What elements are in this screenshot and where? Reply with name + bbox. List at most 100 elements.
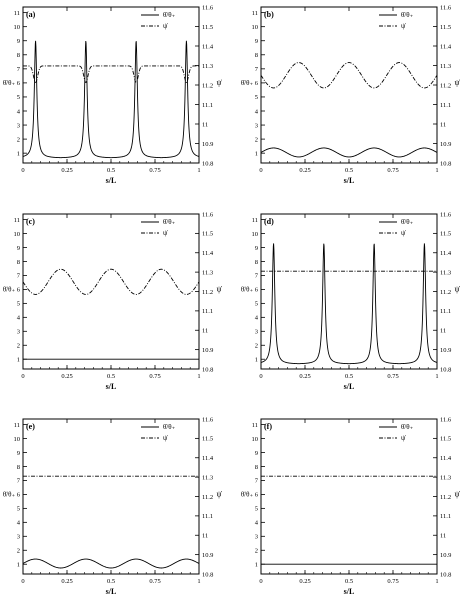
left-tick-label: 5 — [255, 301, 258, 308]
left-tick-label: 2 — [255, 136, 258, 143]
y-left-axis-title: θ̇/θ₊ — [241, 491, 254, 499]
right-tick-label: 11.2 — [202, 82, 213, 89]
left-tick-label: 7 — [17, 273, 21, 280]
x-tick-label: 0 — [259, 373, 262, 380]
left-tick-label: 10 — [14, 436, 21, 443]
left-tick-label: 7 — [17, 478, 21, 485]
left-tick-label: 7 — [255, 273, 259, 280]
left-tick-label: 6 — [17, 287, 21, 294]
series-line-psi — [23, 65, 199, 83]
left-tick-label: 11 — [14, 422, 20, 429]
left-tick-label: 10 — [252, 436, 259, 443]
right-tick-label: 11.2 — [440, 494, 451, 501]
right-tick-label: 11.2 — [440, 289, 451, 296]
left-tick-label: 5 — [17, 94, 20, 101]
right-tick-label: 11.1 — [202, 308, 213, 315]
right-tick-label: 11.5 — [440, 231, 451, 238]
x-tick-label: 1 — [435, 578, 438, 585]
y-right-axis-title: ψ̇ — [216, 78, 222, 87]
right-tick-label: 11 — [202, 328, 208, 335]
legend-solid-label: θ̇/θ₊ — [401, 423, 414, 431]
legend-dashdot-label: ψ̇ — [401, 229, 406, 237]
left-tick-label: 9 — [17, 38, 20, 45]
x-axis-title: s/L — [106, 382, 117, 391]
left-tick-label: 10 — [14, 24, 21, 31]
left-tick-label: 9 — [255, 450, 258, 457]
right-tick-label: 11.6 — [440, 416, 452, 423]
right-tick-label: 11.2 — [440, 82, 451, 89]
left-tick-label: 6 — [17, 492, 21, 499]
right-tick-label: 10.9 — [440, 552, 451, 559]
right-tick-label: 11.1 — [440, 308, 451, 315]
legend-solid-label: θ̇/θ₊ — [163, 218, 176, 226]
right-tick-label: 10.9 — [202, 552, 213, 559]
left-tick-label: 1 — [255, 357, 258, 364]
left-tick-label: 5 — [255, 94, 258, 101]
panel-label: (e) — [26, 422, 35, 431]
left-tick-label: 6 — [255, 287, 259, 294]
left-tick-label: 3 — [17, 122, 20, 129]
panel-label: (a) — [26, 10, 36, 19]
x-tick-label: 0.75 — [387, 373, 398, 380]
left-tick-label: 11 — [14, 10, 20, 17]
x-tick-label: 0.5 — [345, 373, 353, 380]
right-tick-label: 11.3 — [440, 63, 451, 70]
x-tick-label: 1 — [197, 578, 200, 585]
panel-label: (c) — [26, 217, 35, 226]
left-tick-label: 5 — [17, 301, 20, 308]
left-tick-label: 4 — [255, 520, 259, 527]
left-tick-label: 4 — [17, 315, 21, 322]
x-axis-title: s/L — [344, 176, 355, 185]
left-tick-label: 4 — [255, 108, 259, 115]
left-tick-label: 10 — [252, 231, 259, 238]
legend-solid-label: θ̇/θ₊ — [401, 11, 414, 19]
y-left-axis-title: θ̇/θ₊ — [241, 79, 254, 87]
x-tick-label: 0.25 — [61, 167, 72, 174]
right-tick-label: 10.9 — [202, 141, 213, 148]
x-tick-label: 1 — [435, 167, 438, 174]
left-tick-label: 7 — [255, 66, 259, 73]
right-tick-label: 11.1 — [440, 513, 451, 520]
left-tick-label: 3 — [17, 534, 20, 541]
left-tick-label: 1 — [255, 150, 258, 157]
right-tick-label: 10.9 — [202, 347, 213, 354]
left-tick-label: 2 — [255, 343, 258, 350]
x-tick-label: 0.25 — [299, 167, 310, 174]
series-line-psi — [22, 268, 200, 295]
right-tick-label: 11.6 — [440, 4, 452, 11]
left-tick-label: 6 — [255, 80, 259, 87]
legend-dashdot-label: ψ̇ — [401, 22, 406, 30]
x-tick-label: 0 — [21, 578, 24, 585]
x-tick-label: 0 — [21, 373, 24, 380]
left-tick-label: 9 — [17, 245, 20, 252]
left-tick-label: 5 — [17, 506, 20, 513]
x-tick-label: 0.5 — [107, 578, 115, 585]
y-right-axis-title: ψ̇ — [454, 78, 460, 87]
right-tick-label: 11.4 — [440, 455, 452, 462]
right-tick-label: 11.3 — [440, 474, 451, 481]
chart-panel: 0 0.25 0.5 0.75 1123456789101110.810.91111.1… — [3, 416, 223, 596]
x-tick-label: 0.75 — [149, 578, 160, 585]
right-tick-label: 11.2 — [202, 289, 213, 296]
chart-panel: 0 0.25 0.5 0.75 1123456789101110.810.91111.1… — [241, 416, 461, 596]
legend-solid-label: θ̇/θ₊ — [163, 423, 176, 431]
plot-frame — [22, 418, 200, 575]
x-axis-title: s/L — [106, 587, 117, 596]
x-tick-label: 0 — [259, 167, 262, 174]
right-tick-label: 11.5 — [440, 436, 451, 443]
right-tick-label: 11.1 — [202, 513, 213, 520]
x-tick-label: 0.5 — [107, 373, 115, 380]
legend-solid-label: θ̇/θ₊ — [163, 11, 176, 19]
right-tick-label: 11.3 — [202, 269, 213, 276]
left-tick-label: 10 — [252, 24, 259, 31]
x-tick-label: 0 — [21, 167, 24, 174]
left-tick-label: 1 — [17, 357, 20, 364]
legend-dashdot-label: ψ̇ — [163, 434, 168, 442]
panel-label: (d) — [264, 217, 274, 226]
right-tick-label: 10.8 — [440, 571, 451, 578]
x-tick-label: 0.5 — [345, 578, 353, 585]
left-tick-label: 6 — [255, 492, 259, 499]
right-tick-label: 11.3 — [202, 63, 213, 70]
y-right-axis-title: ψ̇ — [216, 285, 222, 294]
